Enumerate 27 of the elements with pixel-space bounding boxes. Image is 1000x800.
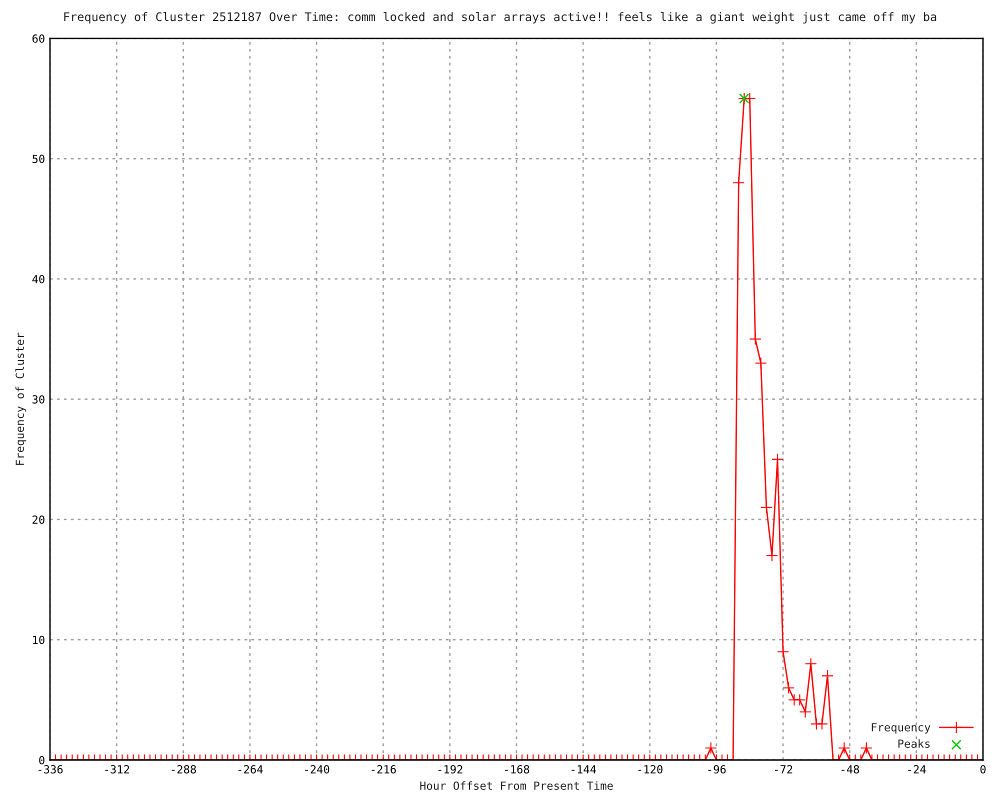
y-tick-label: 40 — [32, 274, 44, 284]
x-tick-label: 0 — [980, 765, 986, 774]
x-tick-label: -96 — [708, 765, 726, 774]
x-tick-label: -312 — [105, 765, 130, 774]
x-tick-label: -240 — [305, 765, 330, 774]
y-tick-label: 20 — [32, 515, 44, 524]
legend-label: Frequency — [872, 723, 930, 734]
y-tick-label: 30 — [32, 395, 44, 404]
y-axis-title: Frequency of Cluster — [15, 332, 26, 465]
x-tick-label: -192 — [438, 765, 462, 774]
y-tick-label: 50 — [32, 154, 44, 164]
x-tick-label: -336 — [38, 765, 63, 774]
x-tick-label: -264 — [238, 765, 263, 774]
x-tick-label: -48 — [842, 765, 860, 774]
x-tick-label: -120 — [638, 765, 662, 774]
x-tick-label: -216 — [372, 765, 396, 774]
x-tick-label: -288 — [172, 765, 196, 774]
y-tick-label: 10 — [33, 636, 44, 644]
x-tick-label: -168 — [505, 765, 530, 774]
chart-title: Frequency of Cluster 2512187 Over Time: comm locked and solar arrays active!! feels like a giant weight just came off my ba — [64, 12, 936, 24]
y-tick-label: 60 — [32, 34, 44, 43]
x-tick-label: -72 — [774, 765, 792, 774]
x-tick-label: -24 — [908, 765, 926, 774]
x-axis-title: Hour Offset From Present Time — [420, 781, 613, 790]
y-tick-label: 0 — [39, 756, 44, 764]
x-tick-label: -144 — [572, 765, 596, 774]
legend-label: Peaks — [898, 739, 930, 748]
